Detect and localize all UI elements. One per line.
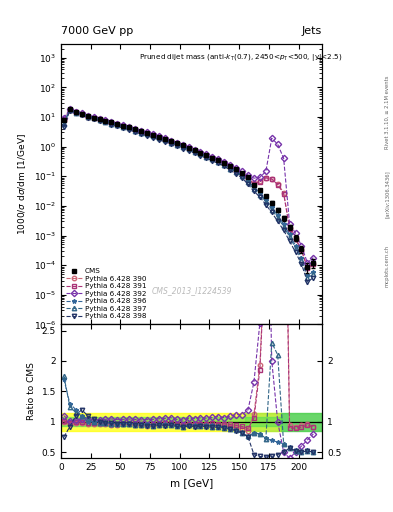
X-axis label: m [GeV]: m [GeV] bbox=[170, 478, 213, 487]
Text: Rivet 3.1.10, ≥ 2.1M events: Rivet 3.1.10, ≥ 2.1M events bbox=[385, 76, 389, 150]
Text: CMS_2013_I1224539: CMS_2013_I1224539 bbox=[151, 286, 232, 295]
Text: Jets: Jets bbox=[302, 26, 322, 36]
Bar bbox=[61, 413, 281, 431]
Bar bbox=[245, 413, 281, 431]
Bar bbox=[61, 417, 281, 426]
Bar bbox=[281, 413, 322, 431]
Text: [arXiv:1306.3436]: [arXiv:1306.3436] bbox=[385, 170, 389, 219]
Y-axis label: 1000/$\sigma$ d$\sigma$/dm [1/GeV]: 1000/$\sigma$ d$\sigma$/dm [1/GeV] bbox=[16, 133, 28, 235]
Y-axis label: Ratio to CMS: Ratio to CMS bbox=[27, 362, 36, 420]
Legend: CMS, Pythia 6.428 390, Pythia 6.428 391, Pythia 6.428 392, Pythia 6.428 396, Pyt: CMS, Pythia 6.428 390, Pythia 6.428 391,… bbox=[64, 267, 148, 321]
Text: mcplots.cern.ch: mcplots.cern.ch bbox=[385, 245, 389, 287]
Text: Pruned dijet mass (anti-$k_\mathrm{T}$(0.7), 2450<$p_\mathrm{T}$<500, |y|<2.5): Pruned dijet mass (anti-$k_\mathrm{T}$(0… bbox=[140, 52, 343, 63]
Text: 7000 GeV pp: 7000 GeV pp bbox=[61, 26, 133, 36]
